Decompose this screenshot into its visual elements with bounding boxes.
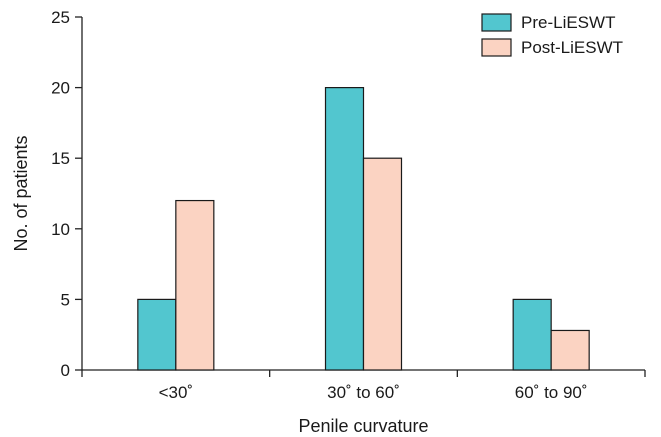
x-axis-title: Penile curvature	[298, 416, 428, 436]
y-tick-label: 25	[51, 8, 70, 27]
bar-post-0	[175, 199, 215, 371]
y-tick-label: 10	[51, 220, 70, 239]
x-tick-label: <30˚	[159, 383, 194, 402]
bar-post-2	[550, 329, 590, 371]
bars	[137, 86, 590, 371]
y-axis-title: No. of patients	[11, 135, 31, 251]
x-axis: <30˚ 30˚ to 60˚ 60˚ to 90˚	[81, 369, 646, 402]
bar-pre-2	[512, 298, 552, 371]
x-tick-label: 60˚ to 90˚	[515, 383, 588, 402]
legend-swatch	[481, 13, 512, 32]
bar-pre-0	[137, 298, 177, 371]
y-tick-label: 5	[61, 290, 70, 309]
legend-label: Post-LiESWT	[521, 38, 623, 57]
bar-post-1	[362, 157, 403, 371]
legend: Pre-LiESWT Post-LiESWT	[481, 13, 623, 57]
y-axis: 0 5 10 15 20 25	[51, 8, 83, 380]
y-tick-label: 15	[51, 149, 70, 168]
legend-swatch	[481, 38, 512, 57]
bar-pre-1	[324, 86, 365, 371]
x-tick-label: 30˚ to 60˚	[327, 383, 400, 402]
legend-label: Pre-LiESWT	[521, 13, 615, 32]
y-tick-label: 20	[51, 79, 70, 98]
y-tick-label: 0	[61, 361, 70, 380]
